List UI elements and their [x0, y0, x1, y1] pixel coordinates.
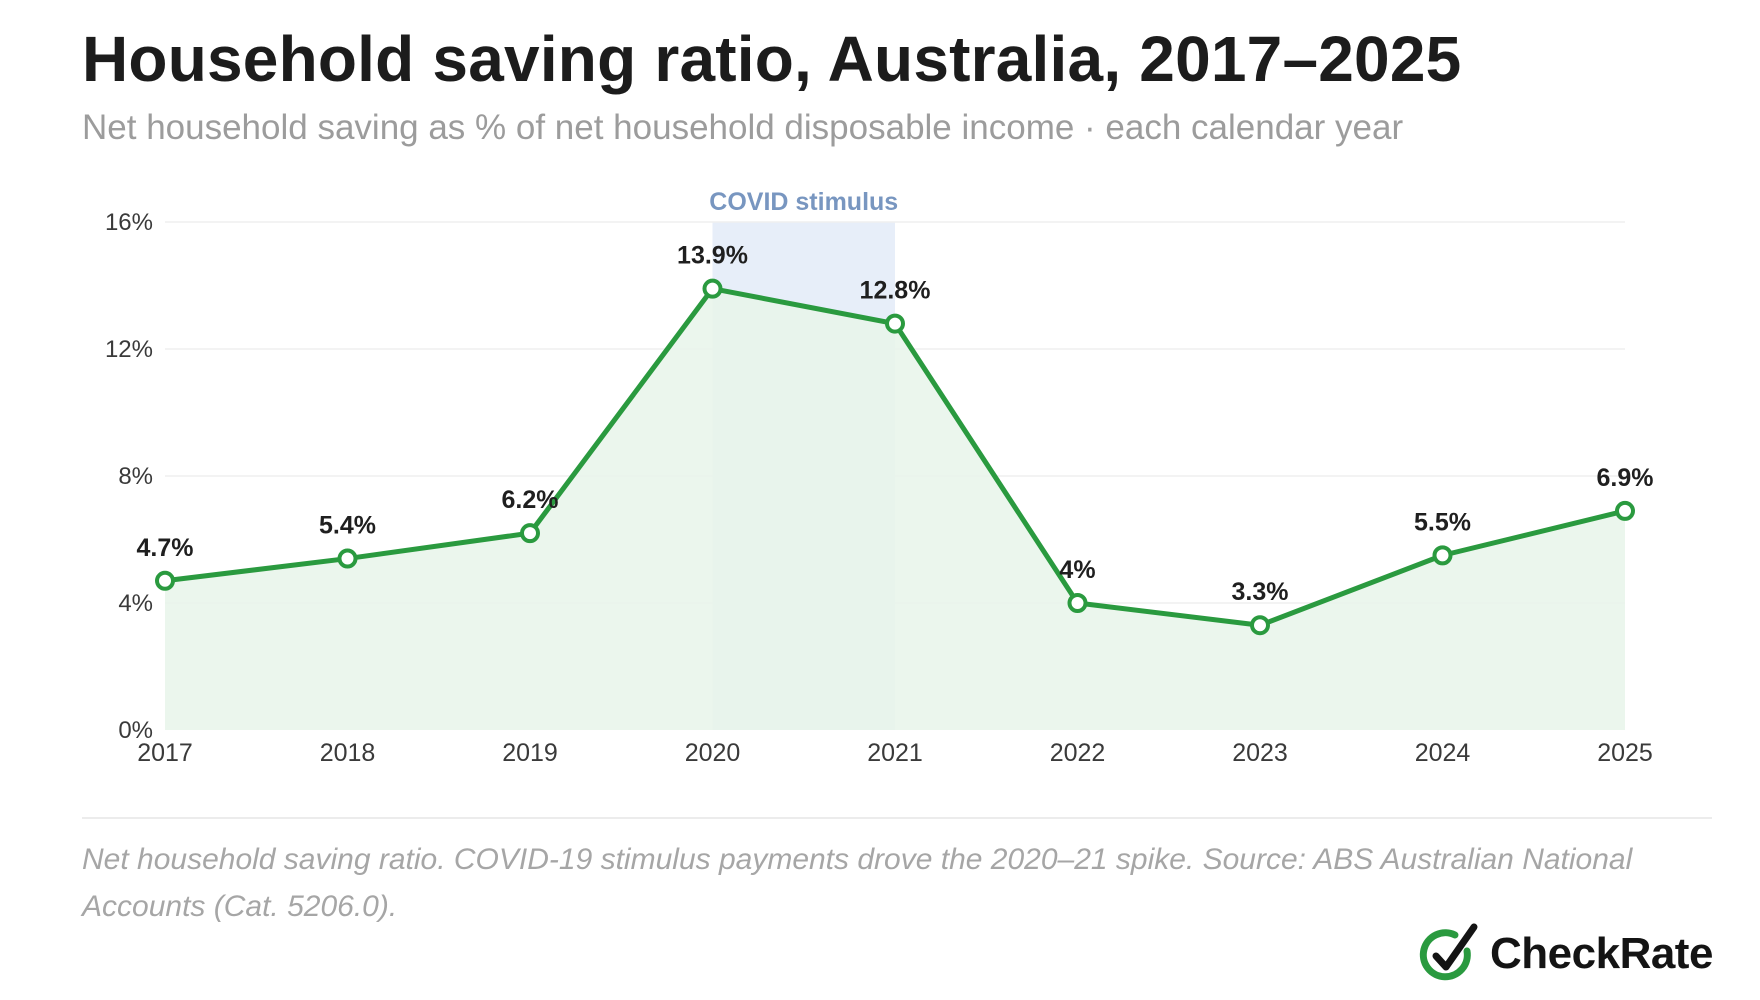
x-tick-label: 2018 [320, 739, 376, 767]
x-tick-label: 2020 [685, 739, 741, 767]
brand-name: CheckRate [1490, 929, 1713, 978]
data-label: 6.2% [502, 486, 559, 514]
area-layer [165, 288, 1625, 730]
data-label: 4.7% [137, 534, 194, 562]
data-point [1067, 593, 1088, 613]
x-tick-label: 2022 [1050, 739, 1106, 767]
data-label: 3.3% [1232, 578, 1289, 606]
x-tick-label: 2017 [137, 739, 193, 767]
data-point [885, 313, 905, 334]
axis-labels-layer: 0% 4% 8% 12% 16% 2017 2018 2019 2020 2021 2022 2023… [105, 209, 1653, 767]
x-tick-label: 2021 [867, 739, 923, 767]
x-tick-label: 2019 [502, 739, 558, 767]
data-label: 5.4% [319, 512, 376, 540]
y-tick-label: 0% [118, 717, 153, 744]
data-label: 12.8% [860, 277, 931, 305]
data-point [702, 278, 723, 299]
data-label: 5.5% [1414, 508, 1471, 536]
y-tick-label: 16% [105, 209, 153, 236]
saving-ratio-chart: COVID stimulus 4.7% 5.4% 6.2% 13.9% 12.8% 4% 3… [105, 188, 1654, 767]
x-tick-label: 2023 [1232, 739, 1288, 767]
y-tick-label: 4% [118, 590, 153, 617]
y-tick-label: 12% [105, 336, 153, 363]
data-label: 13.9% [677, 242, 748, 270]
covid-band-label: COVID stimulus [709, 188, 898, 216]
data-point [1432, 545, 1453, 566]
labels-layer: 4.7% 5.4% 6.2% 13.9% 12.8% 4% 3.3% 5.5% 6.9% [137, 242, 1654, 607]
brand-logo: CheckRate [1418, 918, 1713, 990]
y-tick-label: 8% [118, 463, 153, 490]
data-point [155, 570, 175, 591]
footer-divider [82, 817, 1712, 819]
check-circle-icon [1419, 923, 1478, 981]
source-note: Net household saving ratio. COVID-19 sti… [82, 843, 1633, 923]
x-tick-label: 2024 [1415, 739, 1471, 767]
x-tick-label: 2025 [1597, 739, 1653, 767]
data-label: 4% [1059, 556, 1095, 584]
data-point [1615, 500, 1635, 521]
series-area [165, 288, 1625, 730]
data-point [337, 548, 358, 569]
chart-subtitle: Net household saving as % of net househo… [82, 108, 1404, 147]
data-point [1250, 615, 1270, 636]
points-layer [155, 278, 1635, 636]
chart-title: Household saving ratio, Australia, 2017–… [82, 23, 1462, 95]
data-label: 6.9% [1597, 464, 1654, 492]
data-point [520, 523, 540, 544]
